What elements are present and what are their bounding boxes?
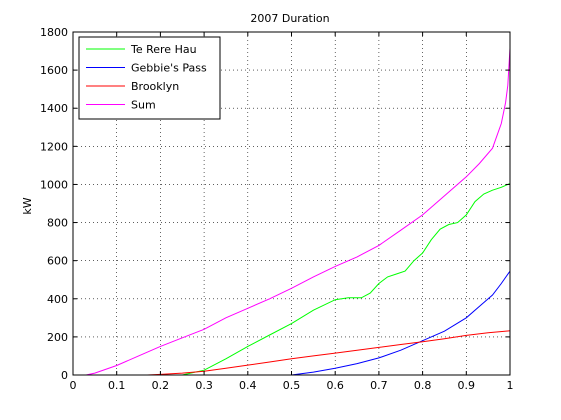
y-tick-label: 1000 — [40, 178, 68, 191]
x-tick-label: 0.8 — [414, 379, 432, 392]
legend-label-te-rere-hau: Te Rere Hau — [130, 43, 197, 56]
y-tick-label: 1800 — [40, 26, 68, 39]
y-tick-label: 1600 — [40, 64, 68, 77]
legend-label-brooklyn: Brooklyn — [131, 80, 179, 93]
series-lines — [85, 48, 511, 376]
y-tick-label: 200 — [47, 331, 68, 344]
y-tick-label: 400 — [47, 293, 68, 306]
x-tick-label: 0.4 — [239, 379, 257, 392]
legend: Te Rere Hau Gebbie's Pass Brooklyn Sum — [78, 36, 221, 120]
y-tick-label: 600 — [47, 255, 68, 268]
x-tick-label: 0.5 — [283, 379, 301, 392]
x-tick-label: 0.6 — [326, 379, 344, 392]
series-line-brooklyn — [147, 330, 511, 376]
axis-ticks: 0 0.1 0.2 0.3 0.4 0.5 0.6 0.7 0.8 0.9 1 0 200 400 600 8… — [40, 26, 514, 392]
x-tick-label: 0.1 — [108, 379, 126, 392]
x-tick-label: 0.9 — [458, 379, 476, 392]
y-tick-label: 1400 — [40, 102, 68, 115]
y-tick-label: 800 — [47, 217, 68, 230]
series-line-te-rere-hau — [182, 183, 511, 376]
series-line-gebbie-s-pass — [291, 270, 511, 376]
legend-box — [78, 36, 221, 120]
x-tick-label: 1 — [507, 379, 514, 392]
y-tick-label: 0 — [61, 369, 68, 382]
legend-label-sum: Sum — [131, 99, 156, 112]
x-tick-label: 0 — [70, 379, 77, 392]
x-tick-label: 0.2 — [152, 379, 170, 392]
x-tick-label: 0.7 — [370, 379, 388, 392]
legend-label-gebbie-s-pass: Gebbie's Pass — [131, 62, 207, 75]
x-tick-label: 0.3 — [195, 379, 213, 392]
y-tick-label: 1200 — [40, 140, 68, 153]
chart-title: 2007 Duration — [250, 12, 329, 25]
series-line-sum — [85, 48, 511, 376]
y-axis-label: kW — [21, 197, 34, 214]
